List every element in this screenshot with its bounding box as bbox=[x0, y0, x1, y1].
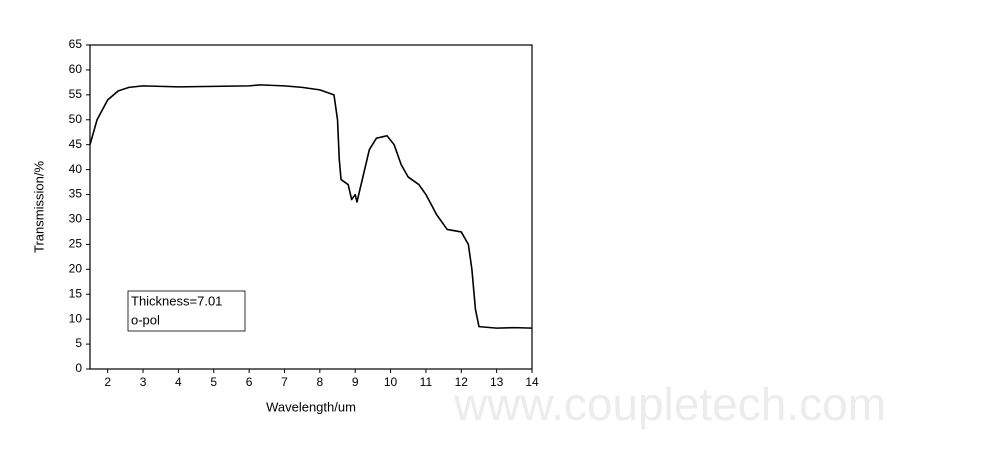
x-tick-label: 9 bbox=[352, 375, 359, 389]
y-tick-label: 50 bbox=[69, 112, 83, 126]
watermark: www.coupletech.com bbox=[453, 378, 886, 430]
y-tick-label: 35 bbox=[69, 187, 83, 201]
y-tick-label: 45 bbox=[69, 137, 83, 151]
x-tick-label: 3 bbox=[140, 375, 147, 389]
y-axis-label: Transmission/% bbox=[31, 161, 46, 253]
annotation: o-pol bbox=[131, 312, 160, 327]
x-tick-label: 13 bbox=[490, 375, 504, 389]
plot-frame bbox=[89, 44, 533, 370]
x-tick-label: 6 bbox=[246, 375, 253, 389]
annotation: Thickness=7.01 bbox=[131, 293, 222, 308]
y-tick-label: 55 bbox=[69, 87, 83, 101]
x-tick-label: 2 bbox=[104, 375, 111, 389]
y-tick-label: 30 bbox=[69, 212, 83, 226]
y-tick-label: 10 bbox=[69, 311, 83, 325]
x-tick-label: 8 bbox=[316, 375, 323, 389]
y-tick-label: 15 bbox=[69, 286, 83, 300]
x-tick-label: 5 bbox=[210, 375, 217, 389]
x-tick-label: 12 bbox=[455, 375, 469, 389]
y-tick-label: 40 bbox=[69, 162, 83, 176]
x-axis-label: Wavelength/um bbox=[266, 399, 356, 414]
x-tick-label: 4 bbox=[175, 375, 182, 389]
y-tick-label: 60 bbox=[69, 62, 83, 76]
data-line bbox=[89, 84, 533, 329]
x-tick-label: 7 bbox=[281, 375, 288, 389]
x-tick-label: 14 bbox=[525, 375, 539, 389]
y-tick-label: 20 bbox=[69, 261, 83, 275]
x-tick-label: 11 bbox=[420, 375, 433, 389]
y-tick-label: 25 bbox=[69, 237, 83, 251]
annotation-box bbox=[127, 290, 246, 332]
y-tick-label: 65 bbox=[69, 37, 83, 51]
y-tick-label: 0 bbox=[75, 361, 82, 375]
x-tick-label: 10 bbox=[384, 375, 398, 389]
y-tick-label: 5 bbox=[75, 336, 82, 350]
